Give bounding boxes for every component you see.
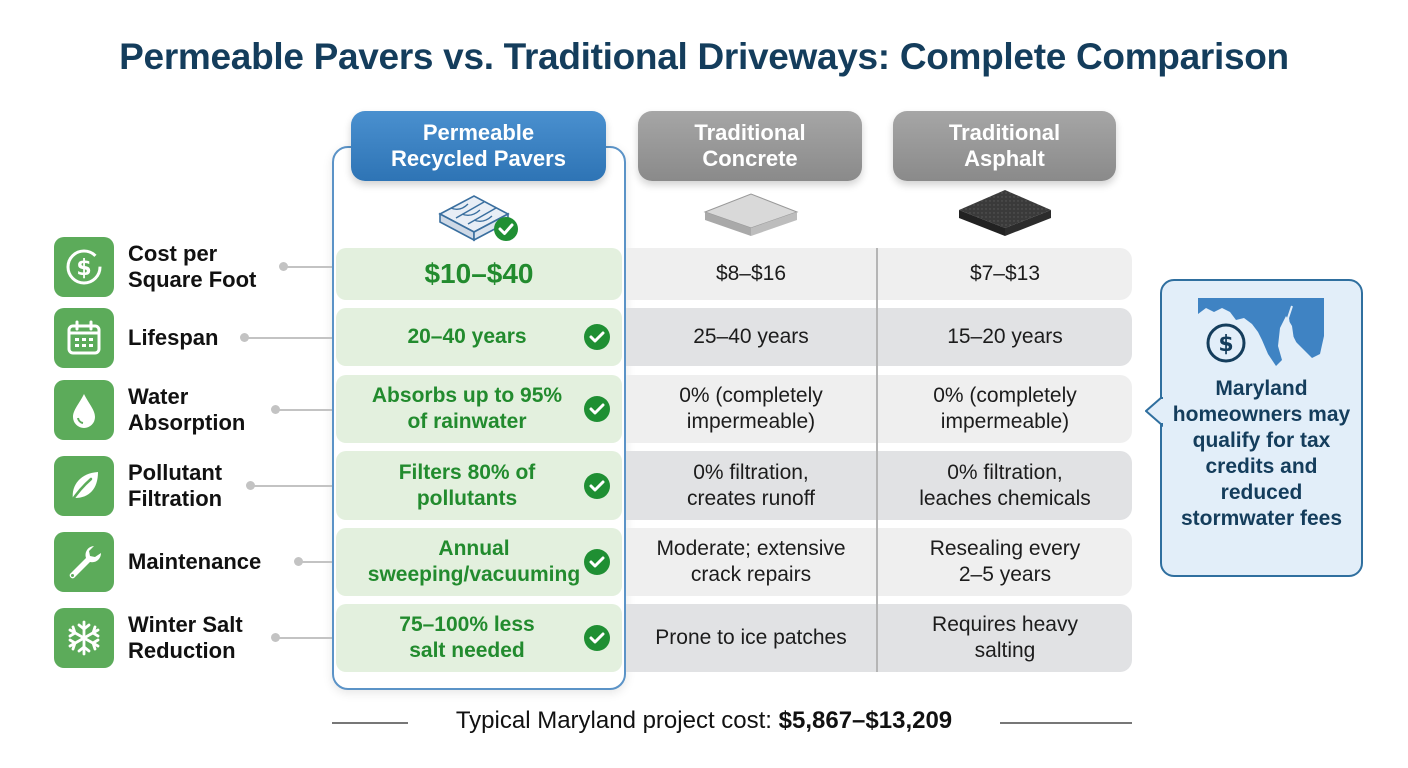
connector-dot bbox=[271, 633, 280, 642]
maryland-map-icon bbox=[1196, 296, 1328, 373]
row-label-cost: $ Cost per Square Foot bbox=[54, 236, 256, 298]
column-header-permeable: Permeable Recycled Pavers bbox=[351, 111, 606, 181]
row-label-water: Water Absorption bbox=[54, 379, 245, 441]
connector-line bbox=[276, 409, 332, 411]
cell-asphalt-cost: $7–$13 bbox=[969, 262, 1041, 285]
connector-line bbox=[284, 266, 332, 268]
snowflake-icon bbox=[54, 608, 114, 668]
footer-project-cost: Typical Maryland project cost: $5,867–$1… bbox=[455, 707, 953, 734]
check-icon bbox=[584, 324, 610, 350]
cell-concrete-maintenance: Moderate; extensive crack repairs bbox=[656, 537, 846, 586]
cell-asphalt-pollutant: 0% filtration, leaches chemicals bbox=[919, 460, 1091, 510]
cell-permeable-cost: $10–$40 bbox=[336, 248, 622, 300]
row-bg-pollutant bbox=[626, 451, 1132, 520]
cell-permeable-maintenance: Annual sweeping/vacuuming bbox=[336, 528, 622, 596]
leaf-icon bbox=[54, 456, 114, 516]
cell-permeable-water: Absorbs up to 95% of rainwater bbox=[336, 375, 622, 443]
cell-concrete-salt: Prone to ice patches bbox=[655, 626, 847, 649]
cell-concrete-cost: $8–$16 bbox=[715, 262, 787, 285]
connector-line bbox=[245, 337, 332, 339]
row-label-lifespan: Lifespan bbox=[54, 307, 218, 369]
water-drop-icon bbox=[54, 380, 114, 440]
cell-concrete-water: 0% (completely impermeable) bbox=[679, 384, 823, 433]
cell-asphalt-lifespan: 15–20 years bbox=[947, 325, 1063, 348]
column-divider bbox=[876, 248, 878, 672]
connector-dot bbox=[240, 333, 249, 342]
check-icon bbox=[584, 396, 610, 422]
connector-dot bbox=[271, 405, 280, 414]
footer-rule-right bbox=[1000, 722, 1132, 724]
cell-permeable-pollutant: Filters 80% of pollutants bbox=[336, 451, 622, 520]
column-header-asphalt: Traditional Asphalt bbox=[893, 111, 1116, 181]
row-bg-lifespan bbox=[626, 308, 1132, 366]
cell-asphalt-salt: Requires heavy salting bbox=[932, 613, 1078, 662]
row-bg-salt bbox=[626, 604, 1132, 672]
row-bg-water bbox=[626, 375, 1132, 443]
row-label-salt: Winter Salt Reduction bbox=[54, 607, 243, 669]
calendar-icon bbox=[54, 308, 114, 368]
dollar-circle-icon: $ bbox=[54, 237, 114, 297]
asphalt-slab-icon bbox=[957, 188, 1053, 243]
row-label-maintenance: Maintenance bbox=[54, 531, 261, 593]
svg-text:$: $ bbox=[76, 256, 91, 281]
row-bg-cost bbox=[626, 248, 1132, 300]
connector-dot bbox=[246, 481, 255, 490]
row-bg-maintenance bbox=[626, 528, 1132, 596]
connector-dot bbox=[279, 262, 288, 271]
connector-dot bbox=[294, 557, 303, 566]
connector-line bbox=[276, 637, 332, 639]
dollar-circle-icon: $ bbox=[1205, 322, 1247, 369]
concrete-slab-icon bbox=[703, 192, 799, 243]
column-header-concrete: Traditional Concrete bbox=[638, 111, 862, 181]
connector-line bbox=[251, 485, 332, 487]
check-icon bbox=[584, 625, 610, 651]
row-label-pollutant: Pollutant Filtration bbox=[54, 455, 222, 517]
cell-permeable-lifespan: 20–40 years bbox=[336, 308, 622, 366]
page-title: Permeable Pavers vs. Traditional Drivewa… bbox=[119, 36, 1289, 77]
svg-text:$: $ bbox=[1218, 332, 1233, 357]
cell-permeable-salt: 75–100% less salt needed bbox=[336, 604, 622, 672]
cell-concrete-pollutant: 0% filtration, creates runoff bbox=[686, 460, 816, 510]
project-cost-value: $5,867–$13,209 bbox=[778, 707, 953, 734]
check-icon bbox=[584, 472, 610, 499]
callout-text: Maryland homeowners may qualify for tax … bbox=[1172, 377, 1351, 530]
check-icon bbox=[584, 549, 610, 575]
cell-concrete-lifespan: 25–40 years bbox=[693, 325, 809, 348]
cell-asphalt-maintenance: Resealing every 2–5 years bbox=[929, 537, 1081, 586]
connector-line bbox=[299, 561, 332, 563]
footer-rule-left bbox=[332, 722, 408, 724]
cell-asphalt-water: 0% (completely impermeable) bbox=[933, 384, 1077, 433]
wrench-icon bbox=[54, 532, 114, 592]
pavers-with-check-icon bbox=[436, 188, 522, 249]
